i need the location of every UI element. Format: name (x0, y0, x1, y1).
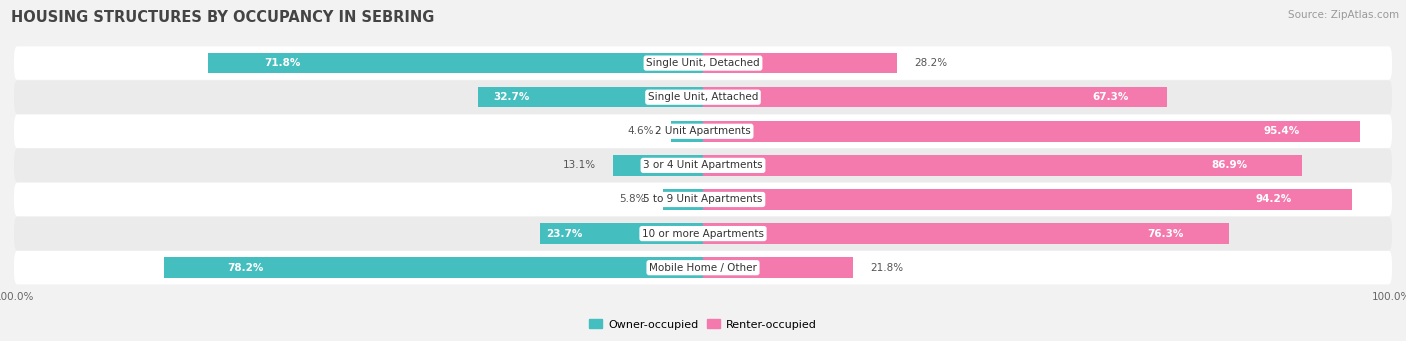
Bar (703, 223, 1229, 244)
Text: HOUSING STRUCTURES BY OCCUPANCY IN SEBRING: HOUSING STRUCTURES BY OCCUPANCY IN SEBRI… (11, 10, 434, 25)
Bar (703, 155, 1302, 176)
Legend: Owner-occupied, Renter-occupied: Owner-occupied, Renter-occupied (585, 315, 821, 334)
FancyBboxPatch shape (14, 115, 1392, 148)
Text: 3 or 4 Unit Apartments: 3 or 4 Unit Apartments (643, 160, 763, 170)
Bar (703, 53, 897, 73)
Text: Mobile Home / Other: Mobile Home / Other (650, 263, 756, 273)
Text: 5.8%: 5.8% (619, 194, 645, 205)
FancyBboxPatch shape (14, 217, 1392, 250)
FancyBboxPatch shape (14, 149, 1392, 182)
Bar (613, 155, 703, 176)
Text: 10 or more Apartments: 10 or more Apartments (643, 228, 763, 239)
Text: 78.2%: 78.2% (226, 263, 263, 273)
Text: 2 Unit Apartments: 2 Unit Apartments (655, 126, 751, 136)
Bar (165, 257, 703, 278)
Text: Source: ZipAtlas.com: Source: ZipAtlas.com (1288, 10, 1399, 20)
Text: 28.2%: 28.2% (914, 58, 948, 68)
Text: Single Unit, Attached: Single Unit, Attached (648, 92, 758, 102)
FancyBboxPatch shape (14, 80, 1392, 114)
Text: 4.6%: 4.6% (627, 126, 654, 136)
Text: 67.3%: 67.3% (1092, 92, 1129, 102)
Text: 21.8%: 21.8% (870, 263, 904, 273)
FancyBboxPatch shape (14, 251, 1392, 284)
Bar (671, 121, 703, 142)
Text: 86.9%: 86.9% (1212, 160, 1249, 170)
Text: 95.4%: 95.4% (1263, 126, 1299, 136)
Bar (540, 223, 703, 244)
FancyBboxPatch shape (14, 46, 1392, 80)
Text: 13.1%: 13.1% (562, 160, 596, 170)
Bar (478, 87, 703, 107)
Bar (703, 87, 1167, 107)
FancyBboxPatch shape (14, 183, 1392, 216)
Text: 32.7%: 32.7% (494, 92, 530, 102)
Text: 76.3%: 76.3% (1147, 228, 1184, 239)
Text: Single Unit, Detached: Single Unit, Detached (647, 58, 759, 68)
Text: 71.8%: 71.8% (264, 58, 301, 68)
Text: 94.2%: 94.2% (1256, 194, 1292, 205)
Bar (703, 257, 853, 278)
Text: 5 to 9 Unit Apartments: 5 to 9 Unit Apartments (644, 194, 762, 205)
Bar (703, 189, 1353, 210)
Bar (703, 121, 1360, 142)
Text: 23.7%: 23.7% (546, 228, 582, 239)
Bar (664, 189, 703, 210)
Bar (208, 53, 703, 73)
